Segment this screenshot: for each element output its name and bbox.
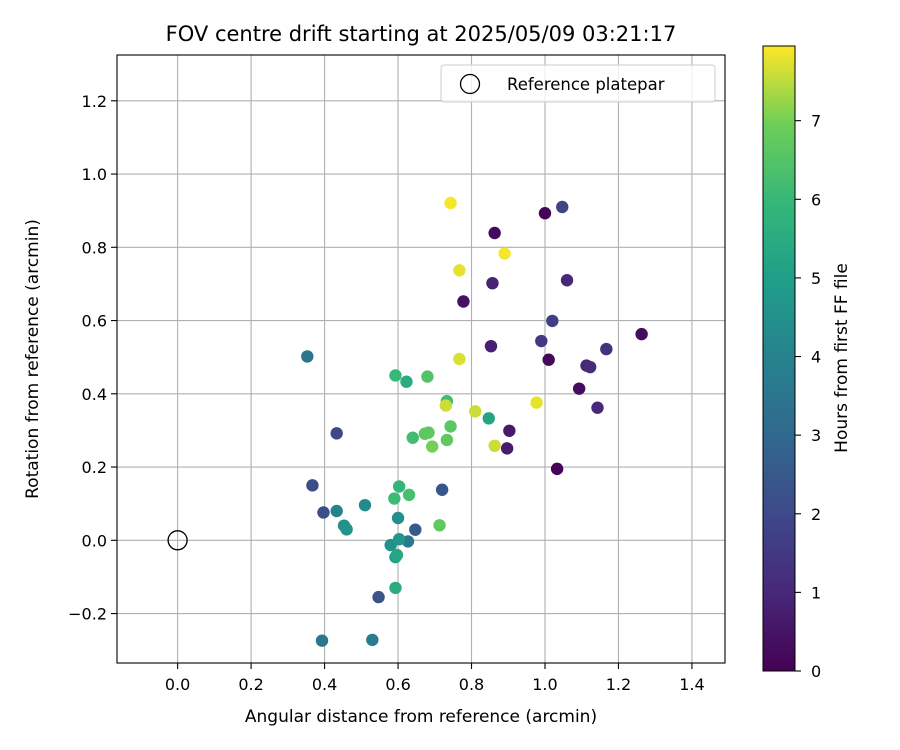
colorbar-tick-label: 6	[811, 190, 821, 209]
data-point	[433, 519, 446, 532]
colorbar-tick-label: 2	[811, 505, 821, 524]
data-point	[542, 353, 555, 366]
legend-label: Reference platepar	[507, 75, 665, 94]
plot-area	[117, 55, 725, 663]
data-point	[340, 523, 353, 536]
data-point	[317, 506, 330, 519]
data-point	[453, 264, 466, 277]
data-point	[422, 426, 435, 439]
data-point	[330, 427, 343, 440]
data-point	[550, 462, 564, 476]
colorbar: 0 1 2 3 4 5 6 7 Hours from first FF file	[762, 45, 852, 681]
data-point	[426, 440, 439, 453]
x-tick-label: 0.2	[238, 675, 263, 694]
data-point	[444, 196, 457, 210]
data-point	[503, 424, 516, 437]
y-tick-label: 0.0	[82, 531, 107, 550]
data-point	[391, 511, 405, 525]
x-tick-label: 1.0	[532, 675, 557, 694]
colorbar-tick-label: 0	[811, 662, 821, 681]
legend: Reference platepar	[440, 64, 716, 103]
colorbar-tick-label: 3	[811, 426, 821, 445]
data-point	[389, 369, 402, 382]
data-point	[421, 370, 434, 383]
colorbar-tick-label: 1	[811, 583, 821, 602]
x-axis-ticks: 0.0 0.2 0.4 0.6 0.8 1.0 1.2 1.4	[165, 663, 705, 694]
data-point	[366, 633, 379, 647]
y-tick-label: 0.4	[82, 385, 107, 404]
data-point	[482, 412, 495, 425]
data-point	[372, 590, 385, 604]
data-point	[484, 339, 498, 353]
data-point	[538, 207, 552, 220]
reference-point-marker	[167, 530, 188, 551]
data-point	[392, 533, 406, 546]
data-point	[488, 226, 501, 240]
colorbar-tick-label: 7	[811, 112, 821, 131]
y-tick-label: 0.6	[82, 312, 107, 331]
x-tick-label: 1.4	[679, 675, 704, 694]
data-point	[556, 200, 569, 214]
y-axis-label: Rotation from reference (arcmin)	[23, 219, 43, 499]
data-point	[435, 483, 449, 496]
data-point	[390, 548, 404, 562]
data-point	[400, 375, 413, 388]
data-point	[535, 334, 548, 348]
data-point	[600, 342, 613, 356]
colorbar-tick-label: 5	[811, 269, 821, 288]
x-tick-label: 0.6	[385, 675, 410, 694]
data-point	[406, 431, 419, 444]
y-axis-ticks: −0.2 0.0 0.2 0.4 0.6 0.8 1.0 1.2	[68, 92, 117, 624]
y-tick-label: 1.0	[82, 165, 107, 184]
data-point	[457, 295, 470, 308]
data-point	[635, 327, 648, 341]
x-tick-label: 1.2	[606, 675, 631, 694]
x-axis-label: Angular distance from reference (arcmin)	[245, 707, 597, 727]
data-point	[468, 405, 482, 418]
y-tick-label: 0.8	[82, 238, 107, 257]
data-point	[560, 274, 574, 287]
data-point	[453, 352, 466, 366]
data-point	[301, 350, 314, 363]
plot-frame	[116, 54, 726, 664]
data-point	[306, 479, 319, 492]
data-point	[440, 433, 454, 447]
data-point	[546, 314, 559, 328]
colorbar-label: Hours from first FF file	[832, 263, 852, 453]
data-point	[315, 634, 329, 647]
x-tick-label: 0.4	[312, 675, 337, 694]
data-point	[530, 396, 543, 409]
data-point	[572, 382, 586, 395]
colorbar-gradient	[762, 45, 796, 672]
data-point	[402, 488, 416, 502]
data-point	[486, 276, 499, 290]
y-tick-label: 1.2	[82, 92, 107, 111]
legend-box	[440, 64, 716, 103]
data-point	[444, 420, 457, 433]
data-point	[358, 498, 372, 512]
data-point	[488, 439, 501, 453]
data-point	[500, 442, 514, 455]
data-point	[330, 504, 343, 518]
data-point	[388, 492, 401, 505]
data-point	[498, 247, 511, 260]
y-tick-label: −0.2	[68, 605, 107, 624]
data-point	[392, 480, 406, 493]
colorbar-ticks: 0 1 2 3 4 5 6 7	[795, 112, 821, 681]
colorbar-tick-label: 4	[811, 348, 821, 367]
chart-title: FOV centre drift starting at 2025/05/09 …	[166, 22, 677, 46]
y-tick-label: 0.2	[82, 458, 107, 477]
data-point	[583, 360, 597, 374]
data-points	[167, 196, 648, 647]
data-point	[389, 581, 402, 595]
data-point	[591, 401, 604, 414]
legend-marker-open-circle	[459, 73, 481, 95]
data-point	[439, 399, 452, 412]
x-tick-label: 0.8	[459, 675, 484, 694]
data-point	[409, 523, 422, 536]
x-tick-label: 0.0	[165, 675, 190, 694]
